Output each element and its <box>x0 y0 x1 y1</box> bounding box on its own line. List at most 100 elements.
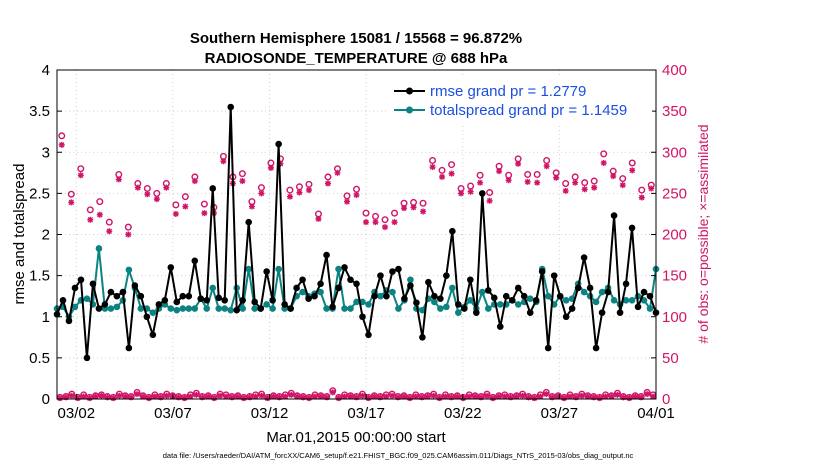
rmse-point <box>215 294 223 302</box>
totalspread-point <box>395 305 402 312</box>
obs-assimilated-low-point <box>68 392 75 399</box>
totalspread-point <box>389 288 396 296</box>
obs-possible-point <box>124 223 132 231</box>
obs-assimilated-low-point <box>56 395 63 402</box>
totalspread-point <box>646 305 654 312</box>
obs-possible-point <box>238 170 246 178</box>
totalspread-point <box>269 305 276 312</box>
totalspread-point <box>137 305 145 312</box>
obs-possible-point <box>638 186 646 194</box>
obs-assimilated-low-point <box>264 395 271 402</box>
obs-assimilated-low-point <box>365 395 372 402</box>
obs-assimilated-low-point <box>300 394 307 401</box>
rmse-point <box>221 297 229 304</box>
rmse-point <box>197 295 205 302</box>
obs-assimilated-point <box>296 189 303 196</box>
obs-assimilated-low-point <box>608 393 615 400</box>
totalspread-point <box>149 309 157 316</box>
obs-assimilated-low-point <box>549 394 556 401</box>
obs-assimilated-point <box>619 182 626 189</box>
obs-assimilated-low-point <box>311 393 318 400</box>
obs-assimilated-low-point <box>134 391 141 398</box>
rmse-point <box>538 268 546 275</box>
rmse-point <box>592 344 600 352</box>
obs-assimilated-point <box>286 193 293 200</box>
y-tick-label: 3 <box>42 144 50 161</box>
y-tick-label: 0 <box>42 391 50 408</box>
obs-possible-point <box>486 189 494 197</box>
obs-assimilated-low-point <box>448 394 455 401</box>
rmse-point <box>371 292 378 300</box>
rmse-point <box>461 305 468 312</box>
totalspread-point <box>526 295 534 302</box>
obs-possible-point <box>448 161 456 169</box>
obs-possible-point <box>438 166 446 174</box>
obs-assimilated-low-point <box>644 391 651 398</box>
obs-possible-point <box>628 159 636 167</box>
obs-possible-point <box>543 156 551 164</box>
rmse-point <box>203 297 211 304</box>
obs-assimilated-point <box>524 178 531 185</box>
x-axis-ticks: 03/02 03/07 03/12 03/17 03/22 03/27 04/01 <box>58 394 675 422</box>
totalspread-point <box>95 245 103 252</box>
y2-tick-label: 200 <box>662 227 687 244</box>
rmse-point <box>443 272 450 279</box>
obs-assimilated-low-point <box>335 395 342 402</box>
obs-assimilated-point <box>239 178 246 185</box>
totalspread-point <box>323 305 330 312</box>
y2-tick-label: 100 <box>662 309 687 326</box>
obs-possible-point <box>143 184 151 192</box>
obs-assimilated-low-point <box>525 394 532 401</box>
obs-assimilated-point <box>600 159 607 166</box>
rmse-point <box>514 284 522 292</box>
obs-assimilated-low-point <box>543 391 550 398</box>
obs-assimilated-point <box>572 179 579 186</box>
rmse-point <box>598 309 606 316</box>
totalspread-point <box>610 297 618 304</box>
obs-assimilated-point <box>258 190 265 197</box>
rmse-point <box>155 301 163 308</box>
rmse-point <box>131 282 139 289</box>
totalspread-point <box>514 301 522 308</box>
obs-assimilated-low-point <box>400 393 407 400</box>
obs-assimilated-low-point <box>205 393 212 400</box>
y-tick-label: 2.5 <box>29 185 50 202</box>
y-tick-label: 1 <box>42 309 50 326</box>
obs-assimilated-point <box>543 163 550 170</box>
obs-assimilated-low-point <box>151 393 158 400</box>
obs-possible-point <box>600 150 608 158</box>
obs-assimilated-point <box>248 203 255 210</box>
obs-assimilated-low-point <box>371 393 378 400</box>
obs-possible-point <box>429 156 437 164</box>
legend-spread-marker <box>406 106 413 114</box>
obs-assimilated-point <box>477 179 484 186</box>
totalspread-point <box>263 301 270 308</box>
obs-assimilated-low-point <box>377 394 384 401</box>
rmse-point <box>377 272 384 279</box>
y2-tick-label: 150 <box>662 268 687 285</box>
obs-assimilated-point <box>96 211 103 218</box>
obs-assimilated-low-point <box>246 394 253 401</box>
obs-assimilated-low-point <box>199 394 206 401</box>
obs-possible-point <box>153 189 161 197</box>
obs-assimilated-low-point <box>650 393 657 400</box>
x-tick-label: 03/17 <box>347 405 385 422</box>
obs-assimilated-low-point <box>145 395 152 402</box>
y-tick-label: 1.5 <box>29 268 50 285</box>
obs-assimilated-point <box>163 184 170 191</box>
obs-assimilated-low-point <box>478 394 485 401</box>
obs-assimilated-low-point <box>353 394 360 401</box>
obs-assimilated-point <box>220 158 227 165</box>
obs-possible-point <box>286 186 294 194</box>
rmse-point <box>107 288 115 296</box>
obs-assimilated-low-point <box>110 395 117 402</box>
rmse-point <box>508 297 516 304</box>
x-tick-label: 03/27 <box>541 405 579 422</box>
obs-assimilated-low-point <box>223 393 230 400</box>
rmse-point <box>455 301 462 308</box>
rmse-point <box>562 313 570 321</box>
obs-assimilated-point <box>591 184 598 191</box>
obs-assimilated-point <box>343 198 350 205</box>
footnote-data-file: data file: /Users/raeder/DAI/ATM_forcXX/… <box>163 451 634 460</box>
rmse-point <box>401 295 408 302</box>
